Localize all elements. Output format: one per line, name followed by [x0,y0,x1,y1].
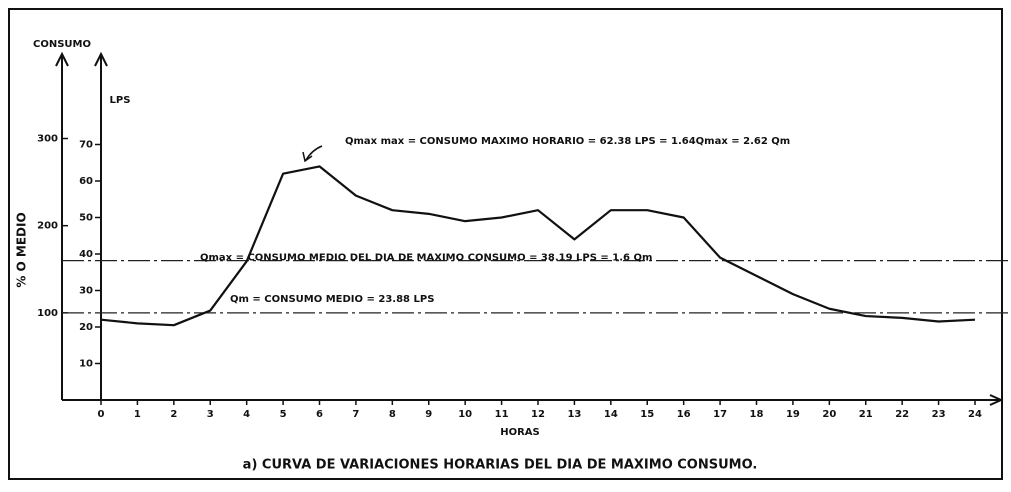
y2-tick-label: 300 [37,134,58,145]
x-tick-label: 24 [968,409,982,420]
y2-title: CONSUMO [33,39,91,50]
x-tick-label: 10 [458,409,472,420]
annotation-arrow [305,145,323,161]
y-tick-label: 60 [79,176,93,187]
y-tick-label: 70 [79,140,93,151]
x-axis-label: HORAS [500,427,540,438]
x-tick-label: 5 [280,409,287,420]
y2-tick-label: 100 [37,308,58,319]
y2-tick-label: 200 [37,221,58,232]
arrow [989,394,1004,406]
x-tick-label: 17 [713,409,727,420]
x-tick-label: 15 [640,409,654,420]
annotation: Qmax max = CONSUMO MAXIMO HORARIO = 62.3… [345,136,790,147]
x-tick-label: 1 [134,409,141,420]
x-tick-label: 20 [822,409,836,420]
x-tick-label: 23 [932,409,946,420]
x-tick-label: 22 [895,409,909,420]
x-tick-label: 3 [207,409,214,420]
x-tick-label: 16 [677,409,691,420]
reference-label: Qmax = CONSUMO MEDIO DEL DIA DE MAXIMO C… [200,253,652,264]
data-line [100,165,976,327]
y-axis-label: LPS [110,95,131,106]
x-tick-label: 6 [316,409,323,420]
arrow [55,51,69,67]
arrow [94,51,108,67]
y2-axis-label: % O MEDIO [15,212,29,287]
x-tick-label: 13 [567,409,581,420]
x-tick-label: 12 [531,409,545,420]
x-tick-label: 9 [425,409,432,420]
x-tick-label: 4 [243,409,250,420]
chart-title: a) CURVA DE VARIACIONES HORARIAS DEL DIA… [243,458,758,473]
x-tick-label: 14 [604,409,618,420]
x-tick-label: 8 [389,409,396,420]
frame [8,8,1003,480]
y-tick-label: 50 [79,213,93,224]
x-tick-label: 21 [859,409,873,420]
y-tick-label: 30 [79,286,93,297]
y-tick-label: 10 [79,359,93,370]
x-tick-label: 11 [495,409,509,420]
x-tick-label: 18 [750,409,764,420]
x-tick-label: 2 [170,409,177,420]
x-tick-label: 0 [98,409,105,420]
reference-label: Qm = CONSUMO MEDIO = 23.88 LPS [230,294,434,305]
y-tick-label: 20 [79,322,93,333]
x-tick-label: 7 [352,409,359,420]
x-tick-label: 19 [786,409,800,420]
annotation-arrow [302,151,313,163]
y-tick-label: 40 [79,249,93,260]
